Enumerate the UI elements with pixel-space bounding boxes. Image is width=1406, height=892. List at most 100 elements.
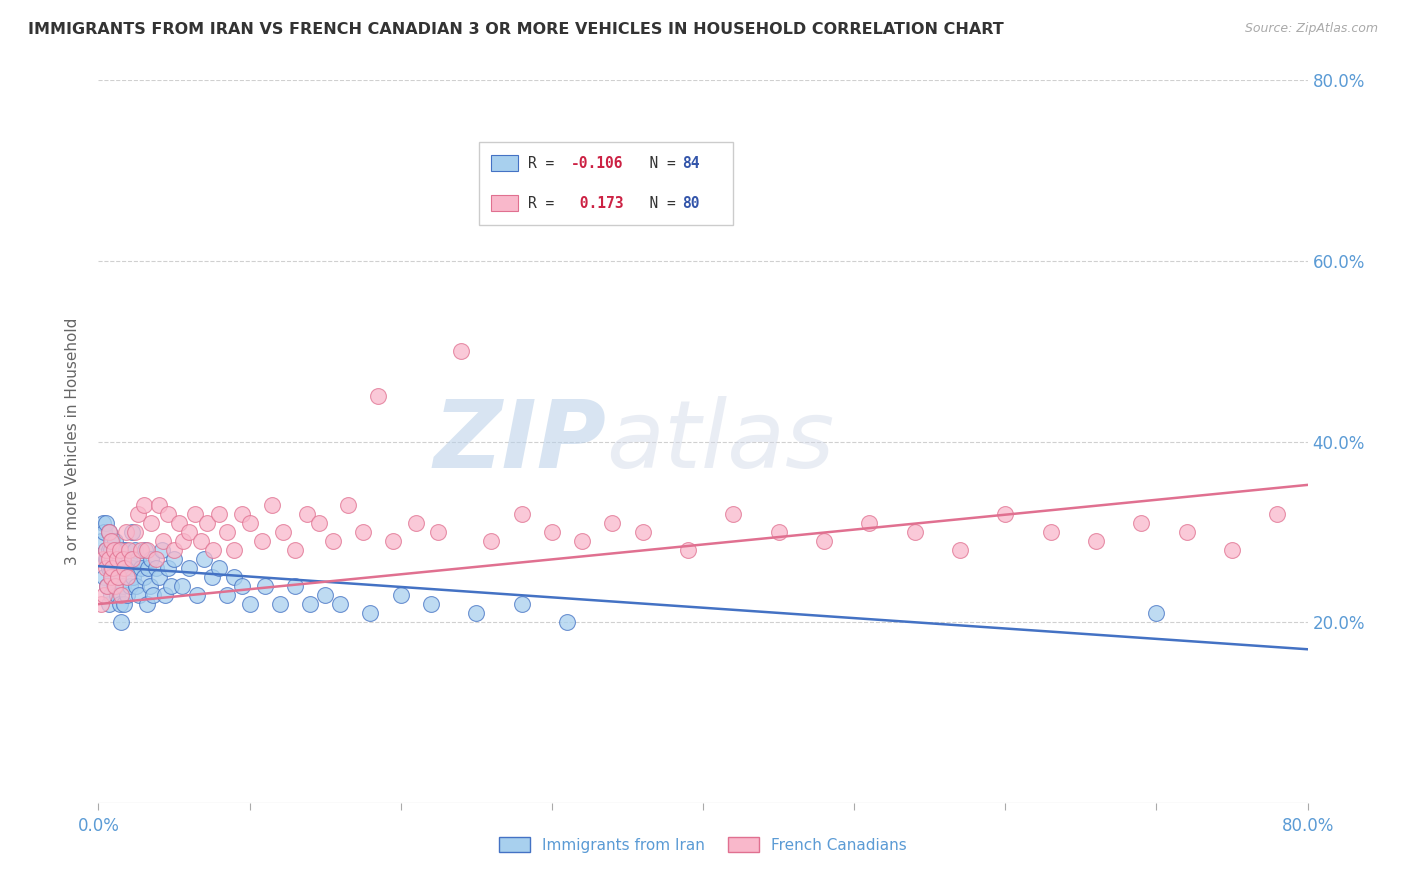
Point (215, 588, 238, 602)
Point (215, 524, 238, 539)
Text: 80: 80 (682, 195, 700, 211)
Point (124, 524, 146, 539)
Point (136, 561, 159, 575)
Point (90, 533, 112, 548)
Point (360, 606, 382, 620)
Legend: Immigrants from Iran, French Canadians: Immigrants from Iran, French Canadians (492, 829, 914, 860)
Point (1085, 533, 1108, 548)
Point (1267, 507, 1289, 521)
Point (107, 570, 129, 584)
Point (555, 615, 578, 630)
Text: Source: ZipAtlas.com: Source: ZipAtlas.com (1244, 22, 1378, 36)
Point (284, 579, 307, 593)
Point (115, 570, 138, 584)
Point (405, 516, 427, 530)
Point (110, 588, 132, 602)
Text: 0.173: 0.173 (571, 195, 624, 211)
Point (352, 524, 374, 539)
Point (239, 516, 262, 530)
Point (121, 561, 143, 575)
Point (602, 516, 624, 530)
Text: 84: 84 (682, 156, 700, 171)
Point (111, 552, 134, 566)
Point (193, 552, 215, 566)
Point (125, 579, 148, 593)
Point (93, 588, 115, 602)
Point (768, 524, 790, 539)
Point (100, 533, 122, 548)
Point (134, 542, 156, 557)
Point (172, 533, 194, 548)
Point (994, 507, 1017, 521)
Point (100, 570, 122, 584)
Point (90, 597, 112, 611)
Point (98, 524, 121, 539)
Point (94, 552, 117, 566)
Point (224, 542, 246, 557)
Point (128, 588, 150, 602)
Point (231, 507, 253, 521)
Point (481, 533, 503, 548)
Point (101, 533, 124, 548)
Point (108, 552, 131, 566)
Point (114, 561, 136, 575)
Point (105, 552, 128, 566)
Point (103, 579, 125, 593)
Point (179, 561, 201, 575)
Point (152, 533, 174, 548)
Point (107, 542, 129, 557)
Point (179, 524, 201, 539)
Point (132, 498, 155, 512)
Point (127, 552, 149, 566)
Text: N =: N = (631, 195, 685, 211)
Point (150, 542, 173, 557)
Point (100, 588, 122, 602)
Point (98, 597, 121, 611)
Point (98, 524, 121, 539)
Text: ZIP: ZIP (433, 395, 606, 488)
Point (94, 516, 117, 530)
Point (100, 542, 122, 557)
Point (100, 561, 122, 575)
Point (101, 552, 124, 566)
Point (427, 524, 450, 539)
Point (949, 542, 972, 557)
Point (420, 597, 443, 611)
Point (105, 588, 128, 602)
Point (571, 533, 593, 548)
Point (160, 579, 183, 593)
Point (208, 561, 231, 575)
Point (201, 570, 224, 584)
Point (91, 552, 114, 566)
Point (329, 597, 352, 611)
Text: atlas: atlas (606, 396, 835, 487)
Point (389, 588, 412, 602)
Point (314, 588, 336, 602)
Point (93, 570, 115, 584)
Point (96, 579, 118, 593)
Point (382, 533, 405, 548)
Point (94, 542, 117, 557)
Point (284, 542, 307, 557)
Point (124, 542, 146, 557)
Point (723, 507, 745, 521)
Point (631, 524, 654, 539)
Point (122, 570, 145, 584)
Point (195, 516, 218, 530)
Point (101, 561, 124, 575)
Text: R =: R = (527, 156, 562, 171)
Text: IMMIGRANTS FROM IRAN VS FRENCH CANADIAN 3 OR MORE VEHICLES IN HOUSEHOLD CORRELAT: IMMIGRANTS FROM IRAN VS FRENCH CANADIAN … (28, 22, 1004, 37)
Point (271, 524, 294, 539)
Point (1130, 516, 1153, 530)
Point (367, 389, 389, 403)
Point (813, 533, 835, 548)
Point (111, 579, 134, 593)
Point (112, 597, 135, 611)
Point (190, 533, 212, 548)
Text: N =: N = (631, 156, 685, 171)
Point (167, 516, 190, 530)
Point (115, 588, 138, 602)
Point (1175, 524, 1198, 539)
Text: R =: R = (527, 195, 562, 211)
Point (105, 552, 128, 566)
